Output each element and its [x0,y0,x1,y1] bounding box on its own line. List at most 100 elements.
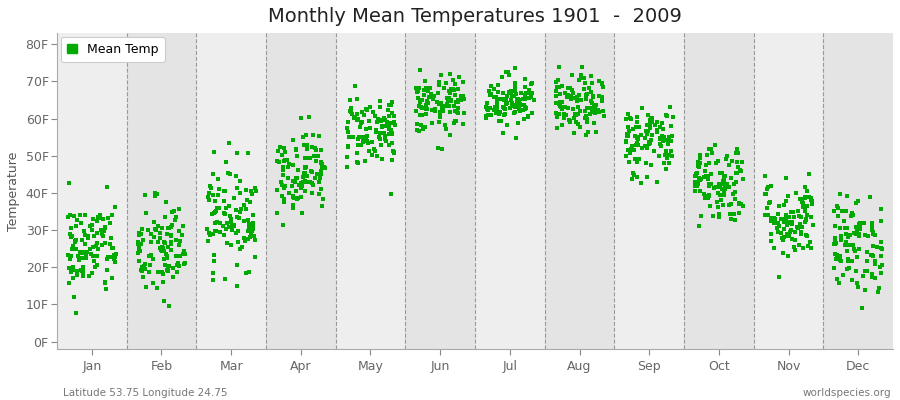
Point [595,80,609,86]
Point [580,118,594,124]
Point [655,119,670,126]
Point [227,223,241,229]
Point [841,234,855,240]
Point [172,228,186,234]
Legend: Mean Temp: Mean Temp [60,37,165,62]
Point [509,101,524,108]
Point [98,224,112,231]
Point [498,111,512,118]
Point [641,128,655,134]
Point [227,195,241,201]
Point [589,105,603,111]
Point [777,234,791,240]
Point [634,132,648,138]
Point [151,269,166,275]
Point [480,106,494,112]
Point [827,250,842,257]
Point [782,233,796,240]
Point [591,106,606,113]
Point [770,225,784,232]
Bar [544,33,615,349]
Point [848,248,862,254]
Point [443,90,457,96]
Point [482,106,496,113]
Point [702,160,716,167]
Point [208,198,222,204]
Point [640,128,654,134]
Point [85,251,99,258]
Point [222,202,237,209]
Point [595,98,609,104]
Point [587,106,601,112]
Point [434,72,448,78]
Point [663,138,678,144]
Point [780,222,795,228]
Point [596,84,610,90]
Point [785,218,799,225]
Point [153,245,167,251]
Point [693,177,707,183]
Point [764,214,778,221]
Point [561,104,575,111]
Point [351,116,365,122]
Point [831,213,845,219]
Point [828,241,842,248]
Point [246,212,260,218]
Point [372,134,386,140]
Point [344,107,358,113]
Point [490,100,504,106]
Point [160,267,175,274]
Point [427,93,441,99]
Point [212,186,226,192]
Point [300,172,314,179]
Point [373,104,387,110]
Point [442,103,456,109]
Point [160,231,175,238]
Point [548,110,562,116]
Point [499,101,513,107]
Point [69,310,84,316]
Point [827,207,842,214]
Point [65,232,79,239]
Point [230,214,244,220]
Point [584,88,598,95]
Point [843,231,858,238]
Point [494,118,508,124]
Point [783,229,797,235]
Point [788,237,802,244]
Point [570,94,584,100]
Point [701,195,716,201]
Point [290,153,304,160]
Point [548,100,562,106]
Point [239,187,254,193]
Point [780,253,795,260]
Point [499,96,513,102]
Point [644,140,658,146]
Point [451,97,465,104]
Point [203,183,218,190]
Point [169,214,184,220]
Point [643,117,657,124]
Point [525,110,539,117]
Point [286,178,301,184]
Point [83,246,97,252]
Point [597,113,611,120]
Point [497,112,511,118]
Point [178,260,193,266]
Point [518,90,533,96]
Point [711,158,725,164]
Point [284,183,299,190]
Point [222,213,237,220]
Point [578,80,592,86]
Point [343,108,357,114]
Point [75,268,89,274]
Point [650,129,664,135]
Point [771,223,786,230]
Point [804,195,818,202]
Point [625,175,639,182]
Point [847,230,861,236]
Point [490,105,504,111]
Point [132,229,147,236]
Point [350,159,365,165]
Point [368,113,382,120]
